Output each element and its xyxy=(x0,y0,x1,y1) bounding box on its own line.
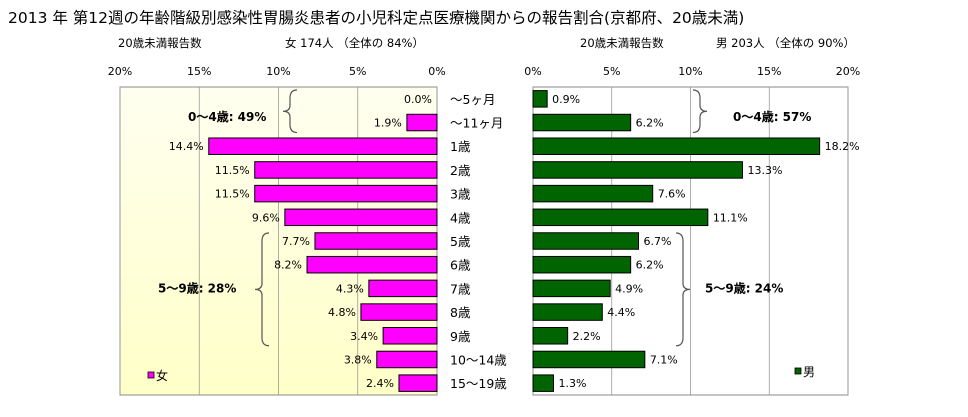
male-bar xyxy=(532,184,654,203)
left-x-tick-label: 0% xyxy=(428,65,445,78)
female-bar xyxy=(368,279,438,298)
right-x-tick-label: 0% xyxy=(524,65,541,78)
left-x-tick-label: 15% xyxy=(187,65,211,78)
male-bar xyxy=(532,161,743,179)
left-x-tick-label: 20% xyxy=(108,65,132,78)
male-data-label: 1.3% xyxy=(558,377,586,390)
male-data-label: 7.6% xyxy=(658,188,686,201)
female-bar xyxy=(406,113,438,132)
male-data-label: 6.7% xyxy=(644,235,672,248)
age-category-label: ～5ヶ月 xyxy=(450,92,495,107)
male-bar xyxy=(532,255,632,274)
right-x-tick-label: 20% xyxy=(836,65,860,78)
male-legend-swatch xyxy=(794,367,802,375)
female-bar xyxy=(254,161,438,179)
male-data-label: 13.3% xyxy=(747,164,782,177)
male-bar xyxy=(532,303,603,321)
male-data-label: 2.2% xyxy=(573,330,601,343)
female-data-label: 4.3% xyxy=(336,282,364,295)
male-data-label: 18.2% xyxy=(825,140,860,153)
female-data-label: 9.6% xyxy=(252,211,280,224)
male-bar xyxy=(532,137,821,155)
male-bar xyxy=(532,374,554,392)
right-subtitle-count-label: 20歳未満報告数 xyxy=(580,36,664,50)
left-bracket-5-9 xyxy=(254,232,270,347)
female-data-label: 2.4% xyxy=(366,377,394,390)
female-bar xyxy=(254,184,438,203)
chart-title: 2013 年 第12週の年齢階級別感染性胃腸炎患者の小児科定点医療機関からの報告… xyxy=(8,9,745,27)
male-data-label: 0.9% xyxy=(552,93,580,106)
age-category-label: 10～14歳 xyxy=(450,352,507,367)
male-legend-label: 男 xyxy=(803,365,815,379)
left-subtitle-count-label: 20歳未満報告数 xyxy=(118,36,202,50)
female-bar xyxy=(208,137,438,155)
right-x-tick-label: 15% xyxy=(757,65,781,78)
right-x-tick-label: 10% xyxy=(678,65,702,78)
male-bar xyxy=(532,232,640,250)
age-category-label: 7歳 xyxy=(450,281,471,296)
female-data-label: 1.9% xyxy=(374,117,402,130)
age-category-label: ～11ヶ月 xyxy=(450,116,503,131)
male-data-label: 6.2% xyxy=(636,117,664,130)
age-category-label: 5歳 xyxy=(450,234,471,249)
female-bar xyxy=(382,327,438,345)
male-bar xyxy=(532,90,548,108)
age-category-label: 2歳 xyxy=(450,163,471,178)
male-bar xyxy=(532,350,646,369)
left-x-tick-label: 10% xyxy=(266,65,290,78)
male-bar xyxy=(532,327,569,345)
age-category-label: 15～19歳 xyxy=(450,376,507,391)
female-data-label: 8.2% xyxy=(274,259,302,272)
age-category-label: 6歳 xyxy=(450,258,471,273)
female-bar xyxy=(360,303,438,321)
left-bracket-label-5-9: 5～9歳: 28% xyxy=(158,280,236,295)
left-bracket-0-4 xyxy=(282,89,298,134)
female-data-label: 3.8% xyxy=(344,353,372,366)
left-subtitle-total: 女 174人 （全体の 84%） xyxy=(285,36,424,50)
female-bar xyxy=(376,350,438,369)
female-legend-label: 女 xyxy=(156,368,168,383)
female-data-label: 11.5% xyxy=(215,164,250,177)
female-bar xyxy=(398,374,438,392)
age-category-label: 9歳 xyxy=(450,329,471,344)
female-bar xyxy=(284,208,438,227)
age-category-label: 4歳 xyxy=(450,210,471,225)
male-bar xyxy=(532,279,611,298)
female-bar xyxy=(314,232,438,250)
male-data-label: 6.2% xyxy=(636,259,664,272)
male-bar xyxy=(532,113,632,132)
male-data-label: 4.4% xyxy=(607,306,635,319)
female-data-label: 11.5% xyxy=(215,188,250,201)
female-legend-swatch xyxy=(147,371,155,379)
female-data-label: 4.8% xyxy=(328,306,356,319)
right-bracket-0-4 xyxy=(692,89,708,134)
right-bracket-5-9 xyxy=(675,232,691,347)
right-bracket-label-5-9: 5～9歳: 24% xyxy=(705,280,783,295)
female-data-label: 14.4% xyxy=(169,140,204,153)
age-category-label: 3歳 xyxy=(450,187,471,202)
male-data-label: 4.9% xyxy=(615,282,643,295)
right-subtitle-total: 男 203人 （全体の 90%） xyxy=(716,36,855,50)
female-data-label: 3.4% xyxy=(350,330,378,343)
male-data-label: 11.1% xyxy=(713,211,748,224)
male-data-label: 7.1% xyxy=(650,353,678,366)
right-bracket-label-0-4: 0～4歳: 57% xyxy=(733,109,811,124)
female-data-label: 7.7% xyxy=(282,235,310,248)
male-bar xyxy=(532,208,709,227)
age-category-label: 1歳 xyxy=(450,139,471,154)
female-data-label: 0.0% xyxy=(404,93,432,106)
age-category-label: 8歳 xyxy=(450,305,471,320)
right-x-tick-label: 5% xyxy=(603,65,620,78)
female-bar xyxy=(306,255,438,274)
left-x-tick-label: 5% xyxy=(349,65,366,78)
left-bracket-label-0-4: 0～4歳: 49% xyxy=(188,109,266,124)
